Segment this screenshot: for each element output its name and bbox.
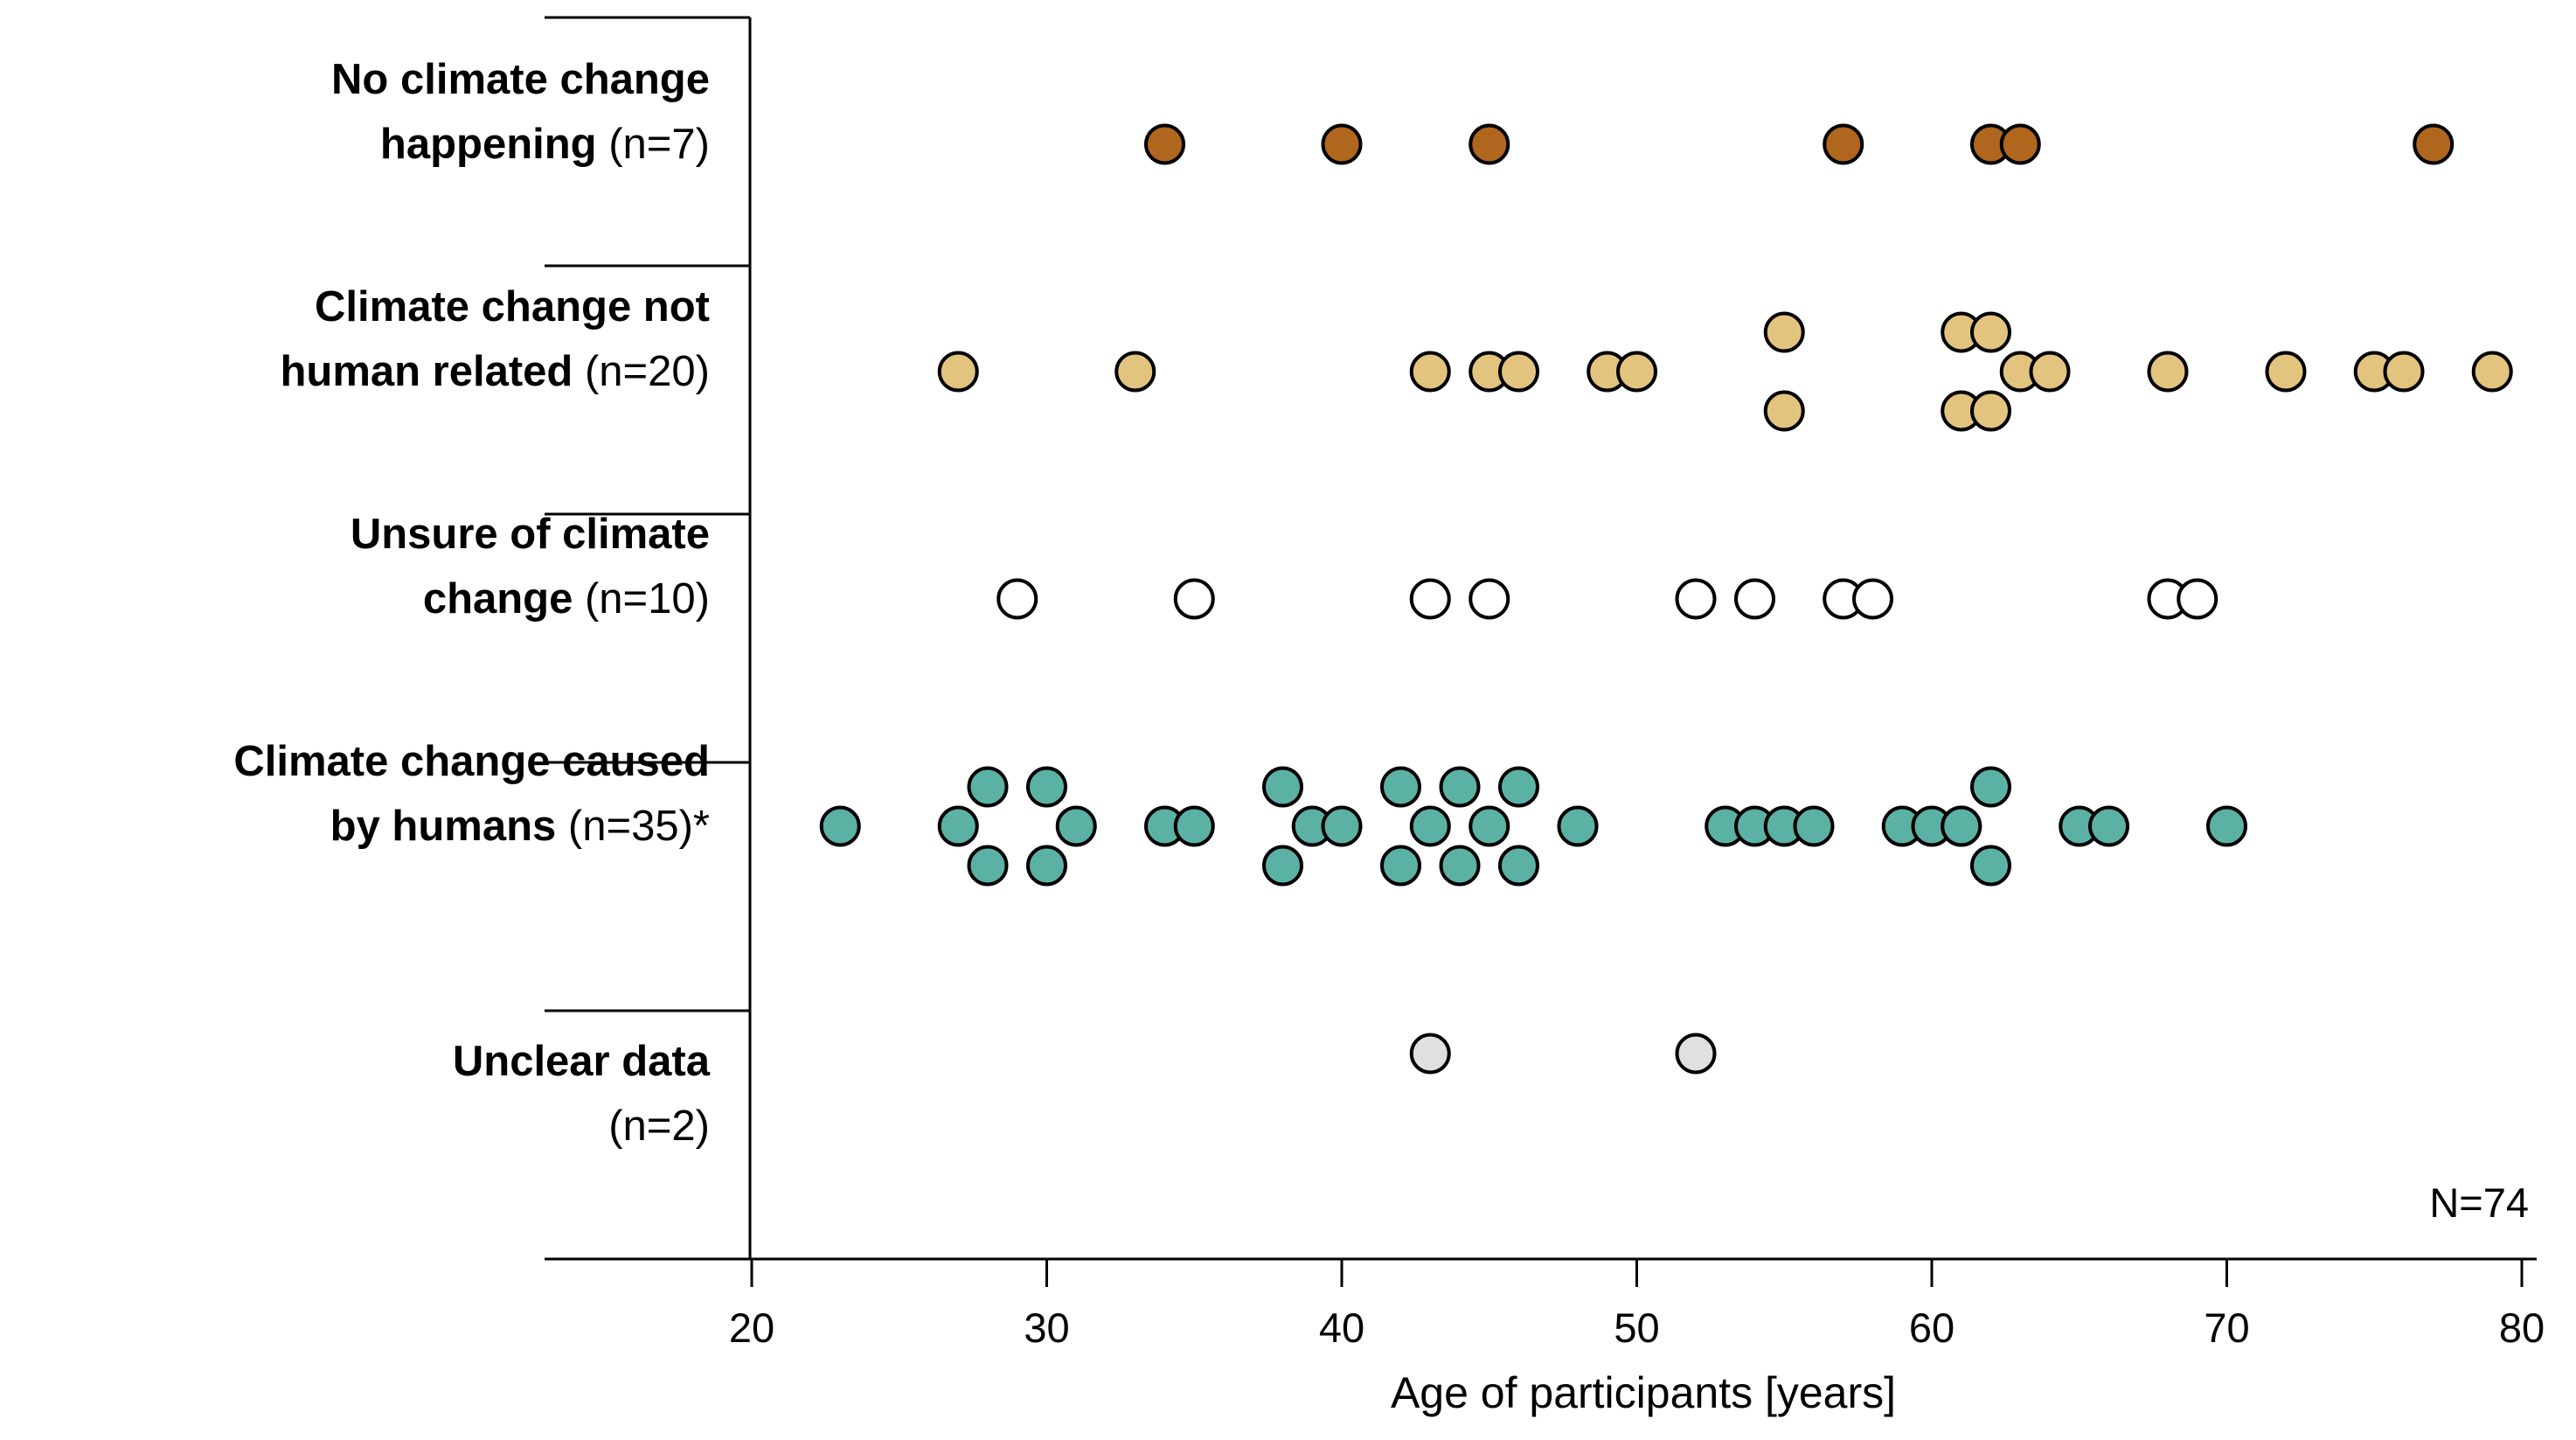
data-point <box>1763 390 1805 432</box>
data-point <box>1734 578 1775 620</box>
category-label-line1: Unclear data <box>453 1038 711 1085</box>
data-point <box>996 578 1038 620</box>
data-point <box>1173 805 1215 847</box>
data-point <box>1409 578 1451 620</box>
data-point <box>1469 805 1510 847</box>
data-point <box>1409 805 1451 847</box>
data-point <box>2177 578 2218 620</box>
data-point <box>2088 805 2129 847</box>
x-tick-label: 70 <box>2204 1304 2249 1351</box>
data-point <box>1409 351 1451 393</box>
data-point <box>937 805 979 847</box>
data-point <box>1498 766 1539 808</box>
data-point <box>2147 351 2189 393</box>
data-point <box>1055 805 1097 847</box>
x-tick-label: 20 <box>729 1304 774 1351</box>
data-point <box>1114 351 1156 393</box>
data-point <box>1999 123 2041 165</box>
data-point <box>1469 578 1510 620</box>
data-point <box>819 805 861 847</box>
data-point <box>1409 1033 1451 1075</box>
data-point <box>1970 766 2011 808</box>
data-point <box>1321 805 1363 847</box>
data-point <box>1793 805 1835 847</box>
data-point <box>2206 805 2247 847</box>
data-point <box>1763 311 1805 353</box>
data-point <box>2029 351 2071 393</box>
data-point <box>1970 845 2011 887</box>
data-point <box>1557 805 1599 847</box>
data-point <box>1144 123 1185 165</box>
data-point <box>1970 390 2011 432</box>
data-point <box>1173 578 1215 620</box>
category-label-line2: human related (n=20) <box>280 348 710 395</box>
data-point <box>1262 766 1303 808</box>
category-label-line2: change (n=10) <box>423 575 710 623</box>
x-axis: 20 30 40 50 60 70 80 <box>729 1257 2545 1351</box>
data-point <box>2413 123 2454 165</box>
data-point <box>1321 123 1363 165</box>
data-point <box>1262 845 1303 887</box>
data-point <box>1026 845 1067 887</box>
x-tick-label: 80 <box>2499 1304 2545 1351</box>
data-point <box>1823 123 1864 165</box>
category-label-line1: No climate change <box>331 56 710 103</box>
data-point <box>1439 766 1481 808</box>
data-point <box>1852 578 1893 620</box>
data-point <box>1380 766 1421 808</box>
category-label-line2: happening (n=7) <box>380 121 710 168</box>
total-count-label: N=74 <box>2429 1179 2529 1226</box>
x-tick-label: 50 <box>1614 1304 1659 1351</box>
category-label-line2: by humans (n=35)* <box>330 803 710 850</box>
data-point <box>1675 578 1717 620</box>
data-point <box>967 845 1009 887</box>
data-point <box>1941 805 1982 847</box>
x-tick-label: 60 <box>1909 1304 1955 1351</box>
data-point <box>1498 845 1539 887</box>
data-point <box>1498 351 1539 393</box>
category-label-line2: (n=2) <box>608 1103 710 1150</box>
data-point <box>1380 845 1421 887</box>
category-label-line1: Climate change not <box>315 283 710 330</box>
category-label-line1: Climate change caused <box>233 738 710 785</box>
category-label-line1: Unsure of climate <box>351 511 710 558</box>
data-point <box>937 351 979 393</box>
data-point <box>967 766 1009 808</box>
data-points <box>819 123 2513 1075</box>
data-point <box>1616 351 1657 393</box>
data-point <box>2383 351 2425 393</box>
data-point <box>1469 123 1510 165</box>
category-labels: No climate change happening (n=7) Climate … <box>233 56 710 1150</box>
data-point <box>1439 845 1481 887</box>
x-tick-label: 40 <box>1319 1304 1364 1351</box>
data-point <box>1970 311 2011 353</box>
data-point <box>1675 1033 1717 1075</box>
data-point <box>2265 351 2307 393</box>
data-point <box>2471 351 2513 393</box>
data-point <box>1026 766 1067 808</box>
category-frame-lines <box>545 16 752 1261</box>
x-tick-label: 30 <box>1024 1304 1069 1351</box>
x-axis-title: Age of participants [years] <box>1391 1368 1896 1417</box>
